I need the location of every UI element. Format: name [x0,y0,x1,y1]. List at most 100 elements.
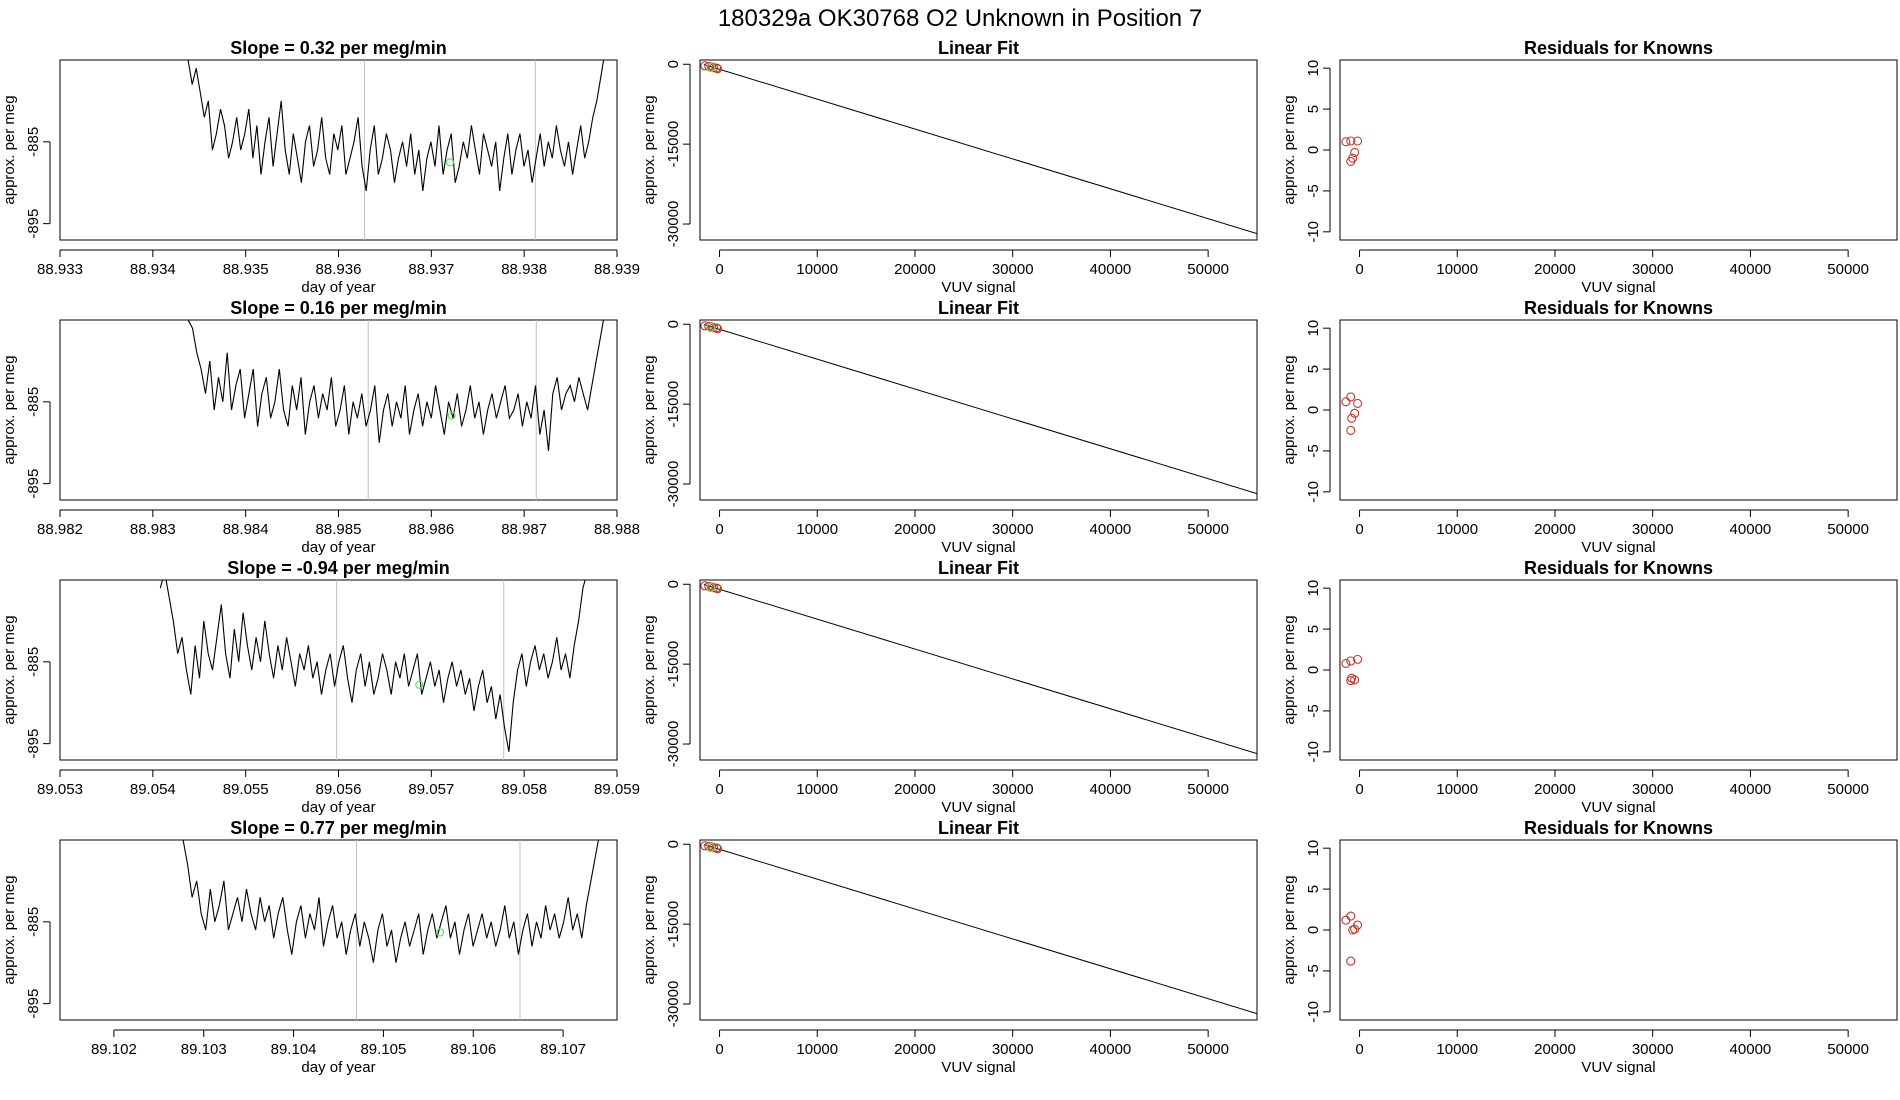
x-tick-label: 10000 [1436,781,1478,798]
y-tick-label: 10 [1305,580,1322,597]
y-axis-label: approx. per meg [1281,355,1298,464]
panel-linear-fit-row-2: Linear Fit 0 10000 20000 30000 40000 50000 VUV … [641,298,1258,556]
x-tick-label: 50000 [1187,1041,1229,1058]
x-tick-label: 30000 [992,781,1034,798]
x-tick-label: 0 [1355,261,1363,278]
x-tick-label: 0 [1355,1041,1363,1058]
x-tick-label: 10000 [1436,261,1478,278]
x-tick-label: 88.938 [501,261,547,278]
y-tick-label: -15000 [665,901,682,948]
known-point [713,844,723,854]
x-tick-label: 0 [1355,521,1363,538]
y-tick-label: 10 [1305,60,1322,77]
unknown-point [445,158,454,167]
panel-title: Residuals for Knowns [1524,558,1713,578]
x-tick-label: 10000 [796,521,838,538]
panel-title: Slope = 0.77 per meg/min [230,818,447,838]
y-tick-label: 10 [1305,840,1322,857]
x-tick-label: 88.982 [37,521,83,538]
unknown-point [447,411,456,420]
plot-frame [1339,579,1898,761]
known-point [1353,136,1363,146]
x-axis-label: day of year [301,1059,375,1076]
unknown-point [706,582,716,593]
plot-area [700,581,1257,755]
x-tick-label: 88.984 [223,521,269,538]
y-tick-label: -15000 [665,381,682,428]
y-axis-label: approx. per meg [1281,615,1298,724]
x-tick-label: 0 [715,521,723,538]
x-tick-label: 30000 [1632,521,1674,538]
x-tick-label: 20000 [1534,1041,1576,1058]
known-point [1347,413,1357,423]
x-tick-label: 88.987 [501,521,547,538]
plot-area [1341,911,1363,966]
x-tick-label: 20000 [894,1041,936,1058]
x-tick-label: 50000 [1187,781,1229,798]
x-tick-label: 30000 [992,261,1034,278]
x-tick-label: 10000 [1436,521,1478,538]
y-tick-label: 0 [1305,406,1322,414]
x-tick-label: 30000 [1632,261,1674,278]
x-tick-label: 89.103 [181,1041,227,1058]
x-tick-label: 40000 [1730,1041,1772,1058]
x-tick-label: 0 [1355,781,1363,798]
y-tick-label: 0 [1305,146,1322,154]
plot-frame [1339,59,1898,241]
x-tick-label: 89.056 [316,781,362,798]
x-tick-label: 20000 [894,261,936,278]
known-point [713,64,723,74]
x-tick-label: 30000 [992,1041,1034,1058]
y-axis-label: approx. per meg [1281,95,1298,204]
panel-linear-fit-row-4: Linear Fit 0 10000 20000 30000 40000 50000 VUV … [641,818,1258,1076]
x-tick-label: 88.937 [408,261,454,278]
panel-title: Residuals for Knowns [1524,38,1713,58]
y-tick-label: 0 [665,320,682,328]
plot-area [1341,392,1363,436]
x-tick-label: 88.939 [594,261,640,278]
plot-area [182,840,599,1020]
plot-frame [699,319,1258,501]
known-point [709,583,719,593]
y-tick-label: -30000 [665,721,682,768]
x-tick-label: 10000 [796,1041,838,1058]
x-tick-label: 89.054 [130,781,176,798]
x-tick-label: 20000 [1534,781,1576,798]
x-tick-label: 50000 [1187,521,1229,538]
x-tick-label: 88.985 [316,521,362,538]
y-axis-label: approx. per meg [1,875,18,984]
y-tick-label: -885 [25,387,42,417]
x-tick-label: 20000 [1534,521,1576,538]
y-tick-label: 5 [1305,885,1322,893]
y-tick-label: 0 [665,60,682,68]
y-tick-label: -10 [1305,481,1322,503]
known-point [700,61,710,71]
x-axis-label: VUV signal [1581,539,1655,556]
known-point [712,323,722,333]
plot-frame [59,59,618,241]
known-point [1341,137,1351,147]
y-tick-label: -5 [1305,704,1322,717]
plot-area [700,841,1257,1015]
panel-residuals-row-4: Residuals for Knowns 0 10000 20000 30000 4000… [1281,818,1898,1076]
fit-line [703,584,1257,755]
x-tick-label: 89.107 [540,1041,586,1058]
y-tick-label: 0 [1305,926,1322,934]
x-tick-label: 89.059 [594,781,640,798]
panel-linear-fit-row-1: Linear Fit 0 10000 20000 30000 40000 50000 VUV … [641,38,1258,296]
unknown-point [706,842,716,853]
x-axis-label: VUV signal [1581,1059,1655,1076]
known-point [700,321,710,331]
panel-title: Slope = 0.16 per meg/min [230,298,447,318]
y-tick-label: -15000 [665,121,682,168]
known-point [1341,658,1351,669]
x-axis-label: VUV signal [941,279,1015,296]
known-point [713,584,723,594]
plot-frame [699,59,1258,241]
unknown-point [706,322,716,333]
known-point [1348,925,1358,935]
x-axis-label: VUV signal [1581,279,1655,296]
panel-linear-fit-row-3: Linear Fit 0 10000 20000 30000 40000 50000 VUV … [641,558,1258,816]
y-tick-label: 5 [1305,365,1322,373]
